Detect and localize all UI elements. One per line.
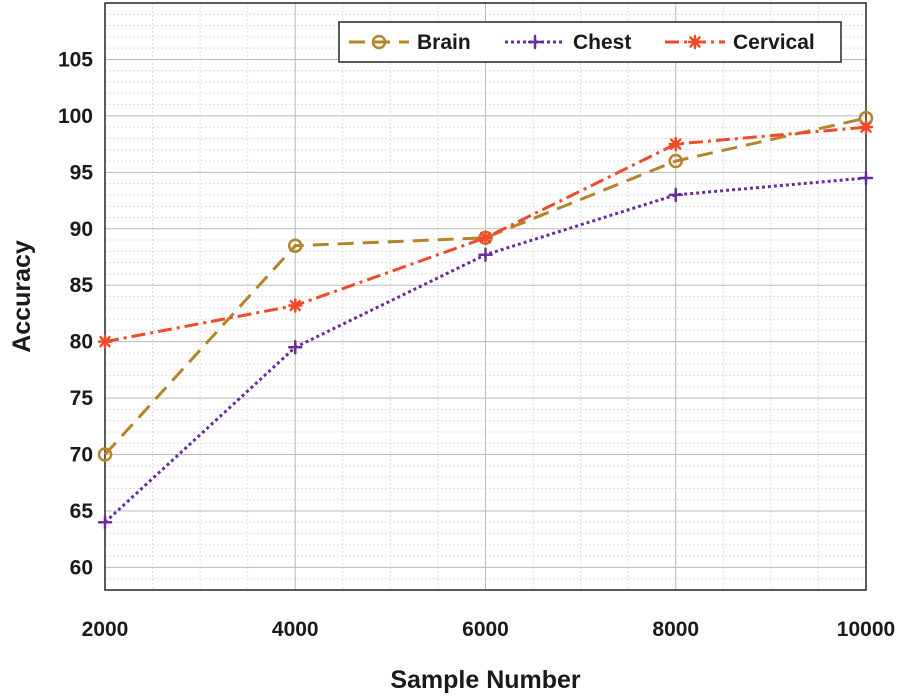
- y-tick-label: 105: [58, 48, 93, 71]
- data-point-chest: [478, 247, 493, 262]
- data-point-cervical: [668, 136, 683, 152]
- x-tick-labels: 2000 4000 6000 8000 10000: [82, 618, 896, 641]
- data-point-cervical: [858, 119, 874, 135]
- data-point-cervical: [478, 230, 493, 246]
- legend-box: [338, 21, 842, 63]
- x-tick-label: 8000: [652, 618, 699, 641]
- series-layer: [97, 110, 874, 530]
- y-tick-label: 60: [70, 556, 93, 579]
- data-point-cervical: [288, 298, 303, 313]
- data-point-brain: [668, 153, 683, 169]
- legend-entry-cervical: Cervical: [665, 31, 815, 54]
- data-point-cervical: [97, 334, 113, 349]
- legend: Brain Chest Cervical: [338, 21, 842, 63]
- marker-stroke: [479, 232, 492, 244]
- plot-frame: [104, 2, 867, 591]
- data-point-chest: [858, 170, 874, 186]
- y-tick-label: 90: [70, 218, 93, 241]
- legend-entry-brain: Brain: [349, 31, 471, 54]
- marker-stroke: [689, 36, 701, 48]
- y-tick-label: 85: [70, 274, 94, 297]
- marker-stroke: [99, 335, 111, 348]
- data-point-brain: [288, 238, 303, 253]
- legend-marker-cervical: [687, 34, 703, 50]
- y-tick-label: 80: [70, 331, 93, 354]
- marker-stroke: [860, 121, 872, 133]
- legend-marker-chest: [527, 34, 543, 50]
- legend-marker-brain: [371, 34, 387, 50]
- series-chest: [97, 170, 874, 530]
- legend-label-chest: Chest: [573, 31, 631, 54]
- marker-stroke: [289, 299, 301, 312]
- data-point-brain: [97, 447, 113, 462]
- x-tick-label: 2000: [82, 618, 129, 641]
- y-tick-label: 95: [70, 161, 94, 184]
- legend-label-cervical: Cervical: [733, 31, 815, 54]
- marker-stroke: [670, 138, 682, 150]
- y-tick-labels: 60 65 70 75 80 85 90 95 100 105: [58, 48, 93, 579]
- y-axis-title: Accuracy: [8, 240, 36, 353]
- series-line-cervical: [104, 125, 867, 344]
- data-point-chest: [288, 340, 303, 355]
- y-tick-label: 100: [58, 105, 93, 128]
- series-line-brain: [103, 116, 867, 456]
- y-tick-label: 70: [70, 444, 93, 467]
- x-tick-label: 10000: [837, 618, 895, 641]
- legend-entry-chest: Chest: [505, 31, 631, 54]
- x-tick-label: 4000: [272, 618, 319, 641]
- series-cervical: [97, 119, 874, 349]
- legend-label-brain: Brain: [417, 31, 471, 54]
- y-tick-label: 65: [70, 500, 94, 523]
- x-tick-label: 6000: [462, 618, 509, 641]
- data-point-chest: [97, 515, 113, 530]
- y-tick-label: 75: [70, 387, 94, 410]
- data-point-chest: [668, 187, 683, 203]
- x-axis-title: Sample Number: [390, 666, 581, 694]
